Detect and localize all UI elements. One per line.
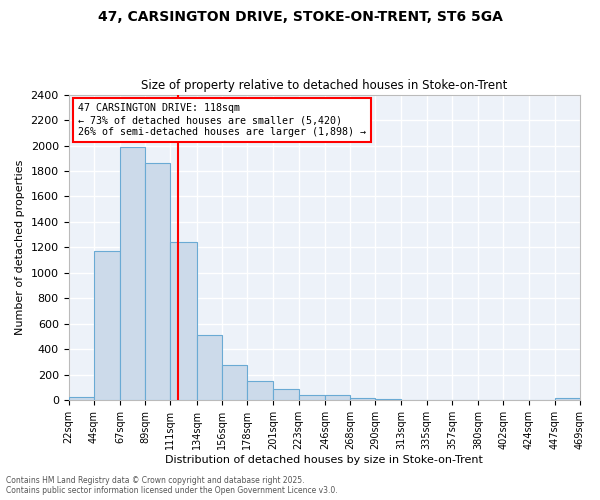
Bar [120,147,145,401]
Bar [325,396,350,400]
Bar [299,394,325,400]
Bar [247,381,274,400]
Bar [94,252,120,400]
Text: Contains HM Land Registry data © Crown copyright and database right 2025.
Contai: Contains HM Land Registry data © Crown c… [6,476,338,495]
Bar [145,164,170,400]
Text: 47, CARSINGTON DRIVE, STOKE-ON-TRENT, ST6 5GA: 47, CARSINGTON DRIVE, STOKE-ON-TRENT, ST… [98,10,502,24]
X-axis label: Distribution of detached houses by size in Stoke-on-Trent: Distribution of detached houses by size … [166,455,483,465]
Bar [222,366,247,400]
Text: 47 CARSINGTON DRIVE: 118sqm
← 73% of detached houses are smaller (5,420)
26% of : 47 CARSINGTON DRIVE: 118sqm ← 73% of det… [77,104,365,136]
Bar [170,242,197,400]
Bar [197,334,222,400]
Bar [375,399,401,400]
Y-axis label: Number of detached properties: Number of detached properties [15,160,25,335]
Bar [350,398,375,400]
Bar [555,398,580,400]
Bar [274,389,299,400]
Title: Size of property relative to detached houses in Stoke-on-Trent: Size of property relative to detached ho… [141,79,508,92]
Bar [68,397,94,400]
